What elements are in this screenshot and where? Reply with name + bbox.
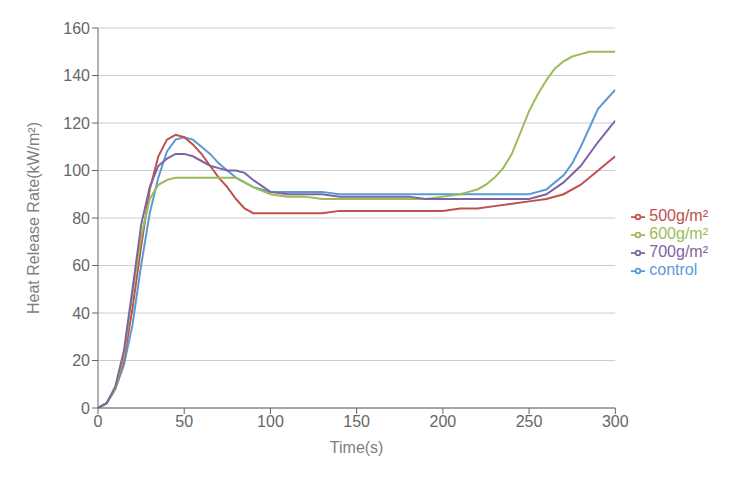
html-text:500g/m²: 500g/m²: [649, 207, 708, 224]
svg-text:0: 0: [81, 400, 90, 417]
svg-text:40: 40: [72, 305, 90, 322]
svg-text:250: 250: [516, 413, 543, 430]
svg-text:160: 160: [63, 20, 90, 37]
svg-text:300: 300: [602, 413, 629, 430]
html-text:600g/m²: 600g/m²: [649, 225, 708, 242]
svg-text:20: 20: [72, 352, 90, 369]
svg-text:140: 140: [63, 67, 90, 84]
html-text:700g/m²: 700g/m²: [649, 243, 708, 260]
html-text:control: control: [649, 261, 698, 278]
svg-text:Heat Release Rate(kW/m²): Heat Release Rate(kW/m²): [25, 122, 42, 314]
svg-text:60: 60: [72, 257, 90, 274]
svg-text:50: 50: [175, 413, 193, 430]
svg-text:100: 100: [63, 162, 90, 179]
svg-text:Time(s): Time(s): [330, 439, 384, 456]
svg-text:100: 100: [257, 413, 284, 430]
svg-text:80: 80: [72, 210, 90, 227]
svg-text:0: 0: [94, 413, 103, 430]
svg-text:150: 150: [343, 413, 370, 430]
svg-text:120: 120: [63, 115, 90, 132]
svg-text:200: 200: [430, 413, 457, 430]
